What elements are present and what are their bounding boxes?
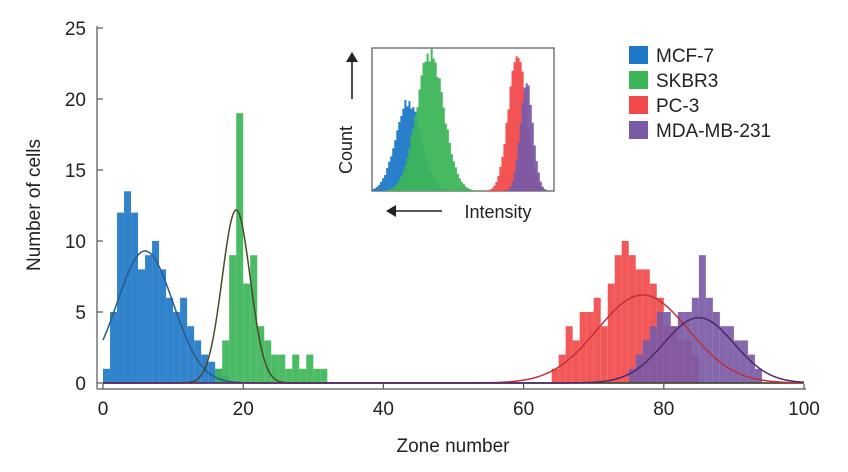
histogram-bar bbox=[271, 354, 279, 383]
histogram-bar bbox=[635, 354, 643, 383]
histogram-bar bbox=[173, 312, 181, 383]
fit-curve bbox=[103, 316, 805, 384]
histogram-bar bbox=[257, 326, 265, 383]
histogram-bar bbox=[250, 255, 258, 383]
histogram-bar bbox=[565, 326, 573, 383]
x-tick-label: 100 bbox=[788, 399, 820, 420]
histogram-bar bbox=[586, 312, 594, 383]
histogram-bar bbox=[691, 297, 699, 383]
inset-histogram bbox=[372, 56, 554, 192]
histogram-bar bbox=[131, 212, 139, 383]
histogram-bar bbox=[264, 340, 272, 383]
inset-x-label: Intensity bbox=[464, 202, 531, 222]
histogram-bar bbox=[229, 255, 237, 383]
legend-swatch bbox=[629, 46, 648, 64]
histogram-bar bbox=[642, 269, 650, 383]
histogram-bar bbox=[124, 191, 132, 383]
legend: MCF-7 SKBR3 PC-3 MDA-MB-231 bbox=[629, 46, 771, 142]
histogram-bar bbox=[677, 312, 685, 383]
histogram-bar bbox=[614, 255, 622, 383]
histogram-bar bbox=[754, 368, 762, 383]
histogram-bar bbox=[215, 368, 223, 383]
histogram-bar bbox=[663, 312, 671, 383]
histogram-bar bbox=[320, 368, 328, 383]
histogram-bar bbox=[593, 297, 601, 383]
histogram-bar bbox=[180, 297, 188, 383]
histogram-bar bbox=[306, 354, 314, 383]
y-tick-label: 15 bbox=[65, 161, 86, 182]
legend-swatch bbox=[629, 71, 648, 89]
histogram-bar bbox=[628, 368, 636, 383]
x-tick-label: 0 bbox=[98, 399, 109, 420]
x-axis-label: Zone number bbox=[396, 436, 510, 457]
histogram-bar bbox=[670, 326, 678, 383]
histogram-bar bbox=[600, 326, 608, 383]
inset-histogram bbox=[372, 83, 554, 191]
histogram-bar bbox=[698, 255, 706, 383]
histogram-bar bbox=[684, 312, 692, 383]
histogram-bar bbox=[607, 283, 615, 383]
histogram-bar bbox=[733, 340, 741, 383]
x-tick-label: 80 bbox=[653, 399, 674, 420]
histogram-bar bbox=[572, 340, 580, 383]
legend-label: MDA-MB-231 bbox=[656, 121, 771, 142]
histogram-bar bbox=[194, 340, 202, 383]
y-tick-label: 25 bbox=[65, 19, 86, 40]
histogram-bar bbox=[579, 312, 587, 383]
x-tick-label: 40 bbox=[373, 399, 394, 420]
y-tick-label: 20 bbox=[65, 90, 86, 111]
histogram-bar bbox=[278, 354, 286, 383]
legend-label: MCF-7 bbox=[656, 46, 714, 67]
y-tick-label: 0 bbox=[75, 374, 86, 395]
axes: 0 5 10 15 20 25 0 20 40 60 80 100 bbox=[65, 19, 820, 420]
histogram-bar bbox=[110, 312, 118, 383]
legend-label: PC-3 bbox=[656, 96, 699, 117]
histogram-bar bbox=[208, 361, 216, 383]
histogram-bar bbox=[747, 354, 755, 383]
histogram-bar bbox=[551, 368, 559, 383]
histogram-bar bbox=[628, 255, 636, 383]
histogram-bar bbox=[159, 269, 167, 383]
y-tick-label: 5 bbox=[75, 303, 86, 324]
inset-histogram bbox=[372, 48, 554, 191]
histogram-bar bbox=[117, 212, 125, 383]
inset-y-label: Count bbox=[336, 126, 356, 174]
histogram-bar bbox=[236, 113, 244, 383]
fit-curves bbox=[102, 208, 805, 384]
inset-intensity-arrowhead bbox=[386, 205, 396, 217]
histogram-bar bbox=[313, 368, 321, 383]
legend-swatch bbox=[629, 96, 648, 114]
histogram-bar bbox=[740, 340, 748, 383]
histogram-bar bbox=[145, 255, 153, 383]
legend-swatch bbox=[629, 121, 648, 139]
histogram-bar bbox=[187, 326, 195, 383]
histogram-bar bbox=[726, 326, 734, 383]
histogram-bar bbox=[558, 354, 566, 383]
histogram-bar bbox=[712, 312, 720, 383]
histogram-bar bbox=[719, 326, 727, 383]
histogram-bar bbox=[285, 368, 293, 383]
histogram-bar bbox=[299, 368, 307, 383]
x-tick-label: 60 bbox=[513, 399, 534, 420]
histogram-bar bbox=[621, 241, 629, 383]
inset-count-arrowhead bbox=[346, 52, 358, 62]
histogram-bar bbox=[222, 340, 230, 383]
y-axis-label: Number of cells bbox=[24, 139, 45, 271]
histogram-bar bbox=[152, 241, 160, 383]
y-tick-label: 10 bbox=[65, 232, 86, 253]
histogram-bar bbox=[243, 283, 251, 383]
histogram-bar bbox=[103, 368, 111, 383]
x-tick-label: 20 bbox=[233, 399, 254, 420]
histogram-bar bbox=[292, 354, 300, 383]
inset: Intensity Count bbox=[336, 47, 555, 222]
histogram-bar bbox=[166, 297, 174, 383]
legend-label: SKBR3 bbox=[656, 71, 718, 92]
histogram-bar bbox=[138, 269, 146, 383]
histogram-bar bbox=[705, 297, 713, 383]
bars bbox=[103, 113, 762, 383]
histogram-bar bbox=[635, 269, 643, 383]
